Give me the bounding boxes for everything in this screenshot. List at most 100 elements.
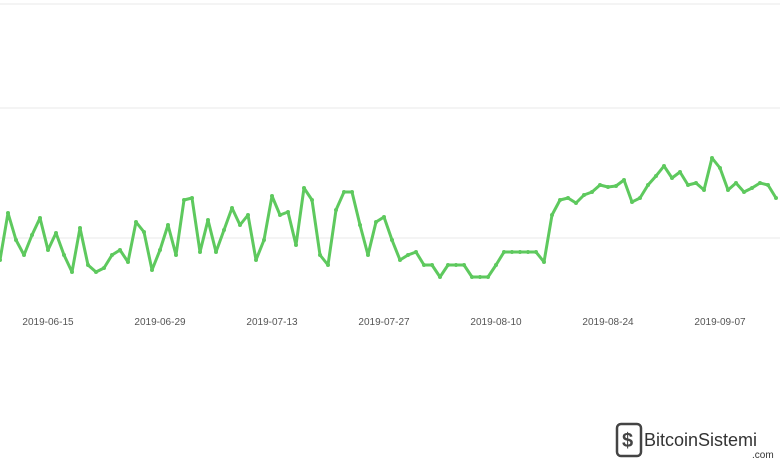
data-point [614, 184, 618, 188]
x-tick-label: 2019-08-10 [470, 317, 522, 328]
data-point [206, 218, 210, 222]
data-point [582, 193, 586, 197]
data-point [734, 181, 738, 185]
data-point [230, 206, 234, 210]
data-point [342, 190, 346, 194]
data-point [14, 238, 18, 242]
data-point [726, 188, 730, 192]
x-tick-label: 2019-06-15 [22, 317, 74, 328]
x-tick-label: 2019-09-07 [694, 317, 746, 328]
data-point [622, 178, 626, 182]
data-point [366, 253, 370, 257]
data-point [278, 213, 282, 217]
data-point [630, 200, 634, 204]
data-point [270, 194, 274, 198]
data-point [326, 263, 330, 267]
data-point [46, 248, 50, 252]
data-point [518, 250, 522, 254]
data-point [486, 275, 490, 279]
data-point [166, 223, 170, 227]
data-point [446, 263, 450, 267]
data-point [0, 258, 2, 262]
data-point [558, 198, 562, 202]
data-point [670, 176, 674, 180]
x-tick-label: 2019-07-13 [246, 317, 298, 328]
data-point [606, 185, 610, 189]
data-point [142, 230, 146, 234]
data-point [478, 275, 482, 279]
watermark-icon-letter: $ [622, 430, 633, 452]
data-point [174, 253, 178, 257]
data-point [662, 164, 666, 168]
data-point [494, 263, 498, 267]
data-point [246, 213, 250, 217]
data-point [254, 258, 258, 262]
data-point [542, 260, 546, 264]
data-point [126, 260, 130, 264]
data-point [430, 263, 434, 267]
data-point [462, 263, 466, 267]
data-point [30, 233, 34, 237]
data-point [374, 220, 378, 224]
data-point [22, 253, 26, 257]
data-point [302, 186, 306, 190]
watermark-brand: BitcoinSistemi [644, 430, 757, 450]
data-point [742, 190, 746, 194]
data-point [110, 253, 114, 257]
data-point [382, 215, 386, 219]
data-point [526, 250, 530, 254]
data-point [350, 190, 354, 194]
data-point [238, 223, 242, 227]
data-point [550, 213, 554, 217]
data-point [574, 201, 578, 205]
x-tick-label: 2019-06-29 [134, 317, 186, 328]
data-point [78, 226, 82, 230]
data-point [190, 196, 194, 200]
data-point [750, 186, 754, 190]
data-point [678, 170, 682, 174]
data-point [774, 196, 778, 200]
data-point [694, 181, 698, 185]
x-tick-label: 2019-07-27 [358, 317, 410, 328]
watermark-icon [615, 422, 643, 458]
data-point [150, 268, 154, 272]
data-point [102, 266, 106, 270]
data-point [6, 211, 10, 215]
data-point [654, 174, 658, 178]
data-point [766, 183, 770, 187]
watermark-suffix: .com [752, 450, 774, 461]
data-point [118, 248, 122, 252]
data-point [182, 198, 186, 202]
data-point [422, 263, 426, 267]
data-point [334, 208, 338, 212]
data-point [286, 210, 290, 214]
data-point [566, 196, 570, 200]
data-point [158, 248, 162, 252]
data-point [702, 188, 706, 192]
data-point [214, 250, 218, 254]
data-point [222, 228, 226, 232]
data-point [406, 253, 410, 257]
data-point [390, 238, 394, 242]
data-point [398, 258, 402, 262]
data-point [534, 250, 538, 254]
data-point [94, 270, 98, 274]
x-tick-label: 2019-08-24 [582, 317, 634, 328]
watermark: $ BitcoinSistemi .com [615, 422, 774, 461]
data-point [54, 231, 58, 235]
data-point [710, 156, 714, 160]
data-point [70, 270, 74, 274]
data-point [638, 196, 642, 200]
data-point [262, 238, 266, 242]
data-point [502, 250, 506, 254]
data-point [310, 198, 314, 202]
data-line [0, 156, 778, 279]
data-point [686, 183, 690, 187]
data-point [590, 190, 594, 194]
data-point [38, 216, 42, 220]
data-point [510, 250, 514, 254]
data-point [414, 250, 418, 254]
data-point [198, 250, 202, 254]
